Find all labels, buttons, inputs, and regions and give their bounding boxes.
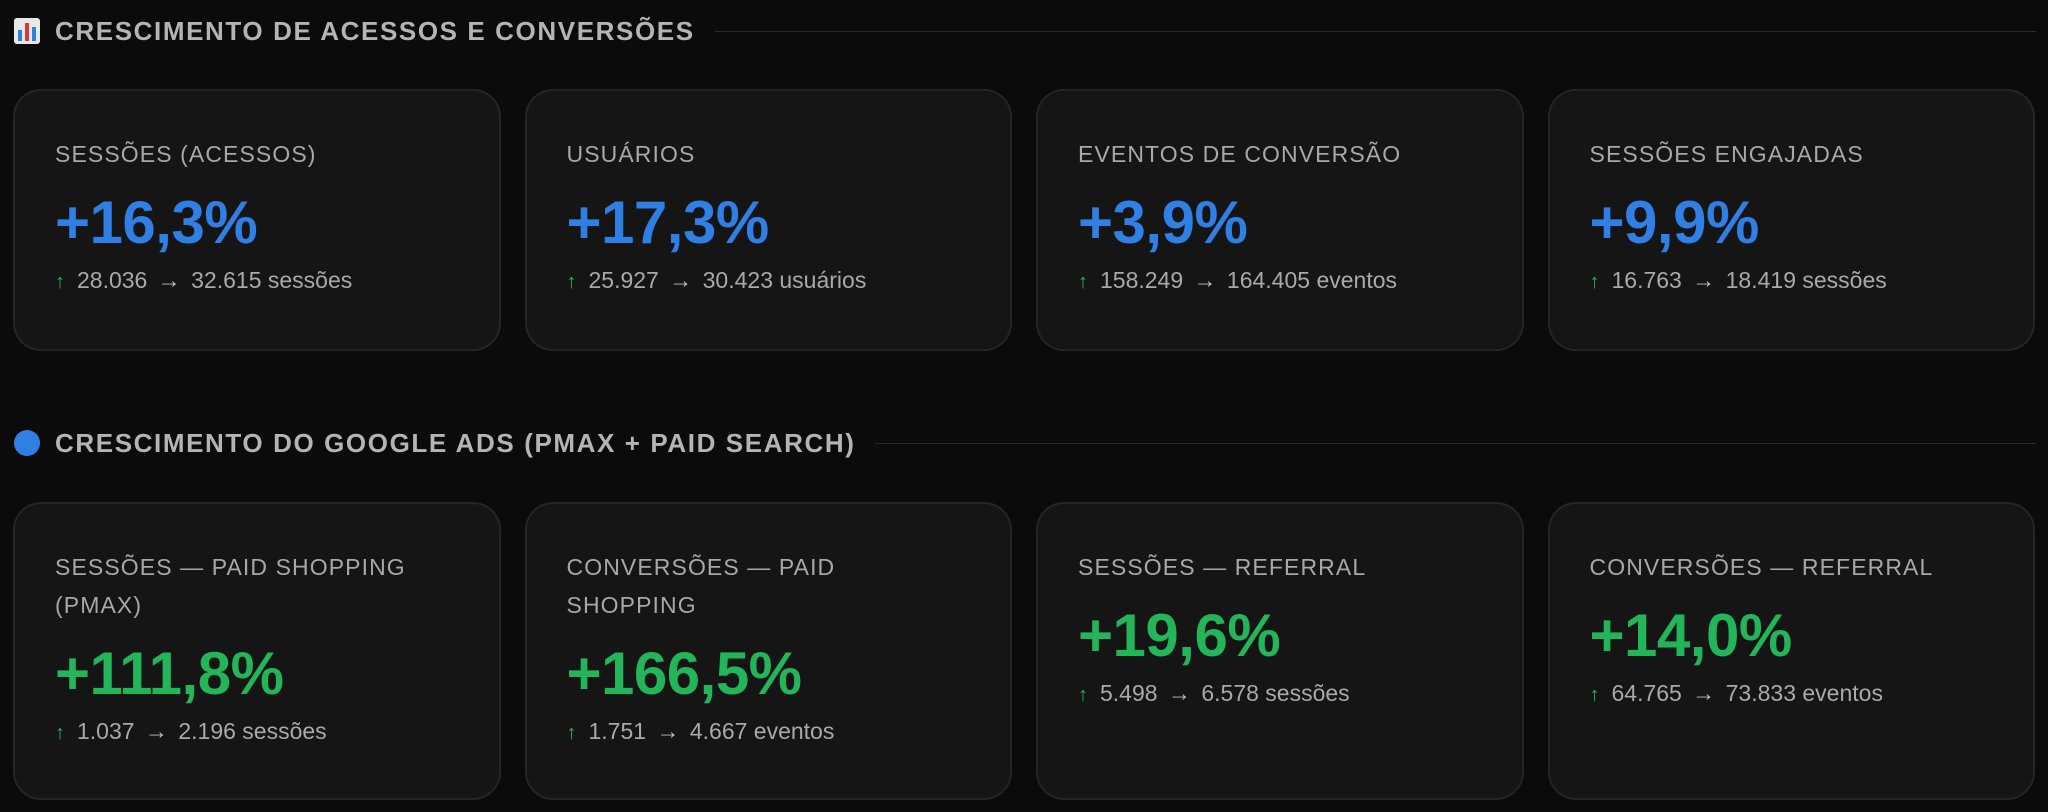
right-arrow-icon: → [1692, 267, 1716, 293]
metric-from: 64.765 [1611, 680, 1682, 706]
right-arrow-icon: → [1167, 680, 1191, 706]
metric-to: 18.419 [1725, 267, 1796, 293]
right-arrow-icon: → [157, 267, 181, 293]
blue-circle-icon [13, 429, 41, 457]
card-row-google-ads: SESSÕES — PAID SHOPPING (PMAX) +111,8% ↑… [13, 502, 2035, 800]
metric-unit: eventos [1802, 680, 1883, 706]
metric-label: SESSÕES ENGAJADAS [1589, 141, 1864, 167]
metric-from: 1.751 [588, 718, 647, 744]
metric-detail: ↑ 64.765 → 73.833 eventos [1590, 680, 1996, 707]
up-arrow-icon: ↑ [566, 271, 577, 293]
section-header-access: CRESCIMENTO DE ACESSOS E CONVERSÕES [13, 11, 2036, 51]
metric-value: +17,3% [566, 189, 770, 256]
metric-detail: ↑ 28.036 → 32.615 sessões [55, 267, 461, 294]
metric-value: +166,5% [566, 640, 803, 707]
metric-card: CONVERSÕES — PAID SHOPPING +166,5% ↑ 1.75… [524, 502, 1012, 800]
metric-unit: eventos [753, 718, 835, 744]
metric-label: CONVERSÕES — PAID SHOPPING [566, 554, 836, 618]
metric-unit: sessões [1265, 680, 1350, 706]
metric-label: EVENTOS DE CONVERSÃO [1078, 141, 1402, 167]
metric-card: SESSÕES — REFERRAL +19,6% ↑ 5.498 → 6.578… [1036, 502, 1524, 800]
metric-unit: sessões [1802, 267, 1887, 293]
metric-to: 30.423 [702, 267, 773, 293]
metric-unit: sessões [267, 267, 353, 293]
metric-from: 16.763 [1611, 267, 1682, 293]
up-arrow-icon: ↑ [1078, 271, 1088, 293]
metric-card: SESSÕES (ACESSOS) +16,3% ↑ 28.036 → 32.61… [13, 89, 501, 351]
up-arrow-icon: ↑ [55, 271, 65, 293]
metric-value: +14,0% [1589, 602, 1793, 669]
metric-card: CONVERSÕES — REFERRAL +14,0% ↑ 64.765 → 7… [1547, 502, 2035, 800]
metric-to: 32.615 [191, 267, 262, 293]
metric-label: SESSÕES — REFERRAL [1078, 554, 1367, 580]
section-title: CRESCIMENTO DO GOOGLE ADS (PMAX + PAID S… [55, 427, 856, 458]
metric-unit: eventos [1316, 267, 1398, 293]
metric-value: +16,3% [55, 189, 258, 256]
up-arrow-icon: ↑ [1078, 684, 1088, 706]
metric-detail: ↑ 1.037 → 2.196 sessões [55, 718, 461, 745]
metric-unit: sessões [242, 718, 327, 744]
metric-label: SESSÕES (ACESSOS) [55, 141, 317, 167]
metric-from: 5.498 [1100, 680, 1158, 706]
metric-card: SESSÕES — PAID SHOPPING (PMAX) +111,8% ↑… [13, 502, 501, 800]
section-divider [714, 30, 2036, 32]
up-arrow-icon: ↑ [1589, 684, 1600, 706]
section-title: CRESCIMENTO DE ACESSOS E CONVERSÕES [55, 15, 695, 46]
up-arrow-icon: ↑ [566, 722, 577, 744]
metric-label: SESSÕES — PAID SHOPPING (PMAX) [55, 554, 406, 618]
metric-label: CONVERSÕES — REFERRAL [1589, 554, 1934, 580]
metric-to: 4.667 [689, 718, 748, 744]
metric-value: +111,8% [55, 640, 284, 707]
metric-from: 158.249 [1100, 267, 1184, 293]
metric-from: 1.037 [77, 718, 135, 744]
metric-detail: ↑ 25.927 → 30.423 usuários [567, 267, 973, 294]
metric-card: SESSÕES ENGAJADAS +9,9% ↑ 16.763 → 18.419… [1547, 89, 2035, 351]
metric-from: 25.927 [588, 267, 659, 293]
right-arrow-icon: → [656, 718, 680, 744]
metric-to: 2.196 [178, 718, 236, 744]
metric-card: EVENTOS DE CONVERSÃO +3,9% ↑ 158.249 → 16… [1036, 89, 1524, 351]
metric-value: +3,9% [1078, 189, 1248, 256]
right-arrow-icon: → [144, 718, 168, 744]
metric-detail: ↑ 16.763 → 18.419 sessões [1590, 267, 1996, 294]
metric-detail: ↑ 158.249 → 164.405 eventos [1078, 267, 1484, 294]
bar-chart-icon [13, 17, 41, 45]
metric-label: USUÁRIOS [566, 141, 696, 167]
metric-value: +19,6% [1078, 602, 1281, 669]
card-row-access: SESSÕES (ACESSOS) +16,3% ↑ 28.036 → 32.61… [13, 89, 2035, 351]
up-arrow-icon: ↑ [55, 722, 65, 744]
section-divider [875, 442, 2036, 444]
up-arrow-icon: ↑ [1589, 271, 1600, 293]
metric-detail: ↑ 1.751 → 4.667 eventos [567, 718, 973, 745]
metric-to: 73.833 [1725, 680, 1796, 706]
metric-from: 28.036 [77, 267, 148, 293]
metric-detail: ↑ 5.498 → 6.578 sessões [1078, 680, 1484, 707]
metric-unit: usuários [779, 267, 867, 293]
metric-to: 164.405 [1226, 267, 1311, 293]
metric-to: 6.578 [1201, 680, 1259, 706]
right-arrow-icon: → [1193, 267, 1217, 293]
right-arrow-icon: → [1692, 680, 1716, 706]
right-arrow-icon: → [669, 267, 693, 293]
metric-card: USUÁRIOS +17,3% ↑ 25.927 → 30.423 usuário… [524, 89, 1012, 351]
section-header-google-ads: CRESCIMENTO DO GOOGLE ADS (PMAX + PAID S… [13, 423, 2036, 463]
metric-value: +9,9% [1589, 189, 1760, 256]
